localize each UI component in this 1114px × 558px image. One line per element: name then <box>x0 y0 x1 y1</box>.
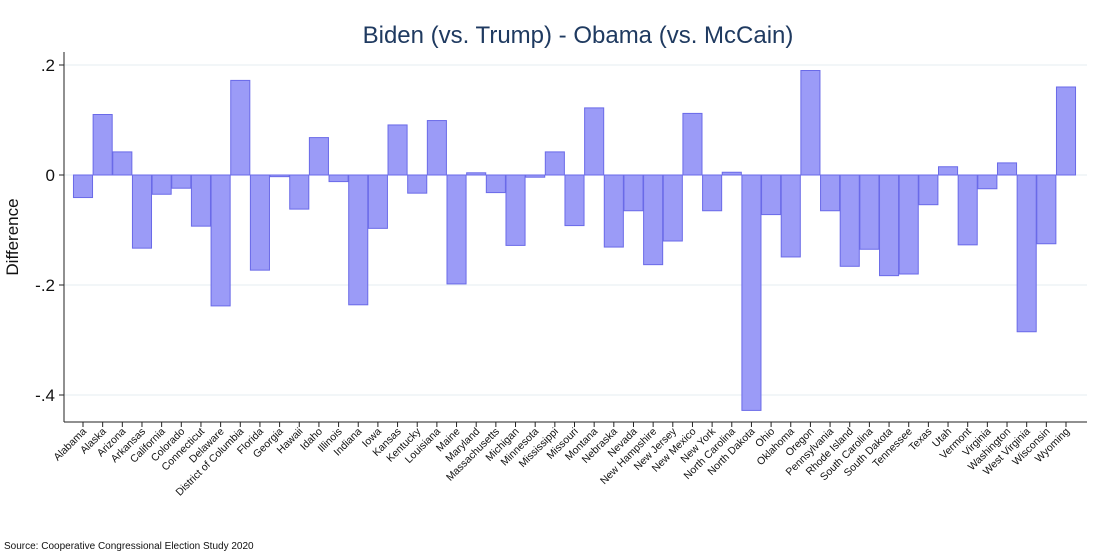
bar-north-dakota <box>742 175 761 410</box>
bar-massachusetts <box>486 175 505 193</box>
bar-michigan <box>506 175 525 245</box>
axes: .20-.2-.4AlabamaAlaskaArizonaArkansasCal… <box>35 52 1087 498</box>
bar-illinois <box>329 175 348 182</box>
bar-arizona <box>113 152 132 175</box>
bar-west-virginia <box>1017 175 1036 332</box>
bar-mississippi <box>545 152 564 175</box>
bar-wisconsin <box>1037 175 1056 244</box>
bar-north-carolina <box>722 172 741 175</box>
chart-title: Biden (vs. Trump) - Obama (vs. McCain) <box>363 22 794 49</box>
x-tick-label: Texas <box>907 426 935 454</box>
bar-nevada <box>624 175 643 211</box>
source-note: Source: Cooperative Congressional Electi… <box>4 541 254 552</box>
bar-colorado <box>172 175 191 188</box>
bar-georgia <box>270 175 289 177</box>
bar-oregon <box>801 71 820 176</box>
bar-kentucky <box>408 175 427 193</box>
bar-florida <box>250 175 269 270</box>
bar-new-hampshire <box>644 175 663 265</box>
bar-south-carolina <box>860 175 879 249</box>
bar-utah <box>939 167 958 175</box>
bar-new-mexico <box>683 113 702 175</box>
bar-virginia <box>978 175 997 189</box>
bar-alabama <box>73 175 92 198</box>
bar-hawaii <box>290 175 309 209</box>
bar-tennessee <box>899 175 918 274</box>
bar-new-jersey <box>663 175 682 241</box>
bar-new-york <box>703 175 722 211</box>
y-tick-label: .2 <box>41 56 55 75</box>
bar-district-of-columbia <box>231 80 250 175</box>
bar-pennsylvania <box>821 175 840 211</box>
bar-minnesota <box>526 175 545 177</box>
bar-maine <box>447 175 466 284</box>
bar-wyoming <box>1056 87 1075 175</box>
bar-idaho <box>309 138 328 175</box>
bar-chart: Biden (vs. Trump) - Obama (vs. McCain) .… <box>0 0 1114 558</box>
y-tick-label: -.2 <box>35 276 55 295</box>
bar-arkansas <box>132 175 151 248</box>
bar-alaska <box>93 115 112 176</box>
bar-delaware <box>211 175 230 306</box>
bar-nebraska <box>604 175 623 247</box>
bar-montana <box>585 108 604 175</box>
y-tick-label: -.4 <box>35 386 55 405</box>
bar-kansas <box>388 125 407 175</box>
bars <box>73 71 1075 411</box>
bar-california <box>152 175 171 194</box>
bar-connecticut <box>191 175 210 226</box>
bar-louisiana <box>427 121 446 175</box>
bar-texas <box>919 175 938 205</box>
bar-ohio <box>762 175 781 215</box>
bar-south-dakota <box>880 175 899 276</box>
y-tick-label: 0 <box>46 166 55 185</box>
bar-rhode-island <box>840 175 859 266</box>
bar-oklahoma <box>781 175 800 257</box>
y-axis-label: Difference <box>3 198 22 275</box>
bar-maryland <box>467 173 486 175</box>
bar-iowa <box>368 175 387 228</box>
bar-vermont <box>958 175 977 245</box>
bar-indiana <box>349 175 368 305</box>
bar-washington <box>997 163 1016 175</box>
bar-missouri <box>565 175 584 226</box>
